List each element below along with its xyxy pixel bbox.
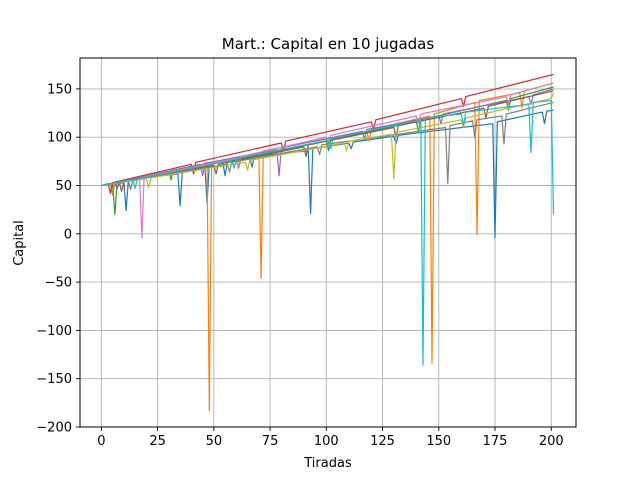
- plot-series: [101, 73, 555, 412]
- x-tick-label: 25: [149, 434, 166, 449]
- y-tick-label: −150: [36, 372, 72, 387]
- x-tick-label: 200: [539, 434, 564, 449]
- y-axis-label: Capital: [12, 220, 27, 266]
- plot-frame: [79, 57, 577, 428]
- x-tick-label: 100: [314, 434, 339, 449]
- y-tick-label: 0: [64, 227, 72, 242]
- y-tick-label: −100: [36, 324, 72, 339]
- y-tick-label: 100: [47, 131, 72, 146]
- y-tick-label: −50: [45, 276, 72, 291]
- x-tick-label: 75: [262, 434, 279, 449]
- x-tick-label: 150: [426, 434, 451, 449]
- y-tick-label: −200: [36, 421, 72, 436]
- axis-ticks: 0 25 50 75 100 125 150 175 200 −200 −150 −100 −50 0 50…: [36, 82, 563, 449]
- chart-title: Mart.: Capital en 10 jugadas: [222, 35, 435, 53]
- x-tick-label: 175: [483, 434, 508, 449]
- y-tick-label: 150: [47, 82, 72, 97]
- series-line-10: [101, 99, 555, 366]
- series-line-6: [101, 90, 554, 192]
- grid: [80, 58, 576, 428]
- x-tick-label: 50: [206, 434, 223, 449]
- x-tick-label: 125: [370, 434, 395, 449]
- x-axis-label: Tiradas: [303, 456, 352, 471]
- series-line-7: [101, 82, 554, 239]
- x-tick-label: 0: [97, 434, 105, 449]
- y-tick-label: 50: [55, 179, 72, 194]
